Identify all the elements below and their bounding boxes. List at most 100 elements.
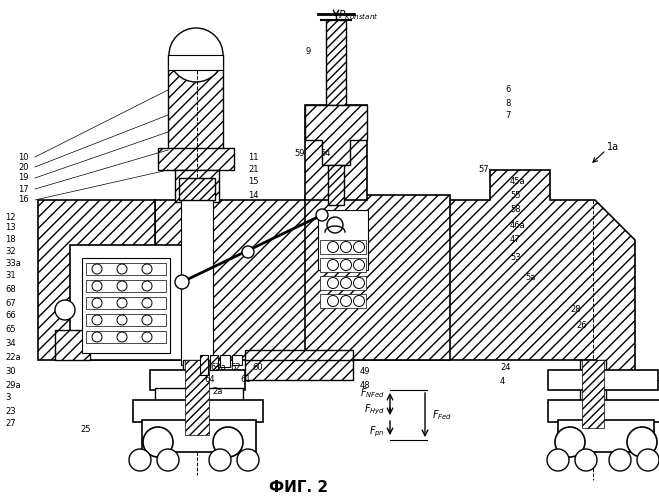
- Circle shape: [92, 315, 102, 325]
- Bar: [548, 400, 659, 422]
- Circle shape: [117, 315, 127, 325]
- Bar: [86, 331, 166, 343]
- Text: 26: 26: [576, 320, 587, 330]
- Bar: [220, 355, 230, 367]
- Text: 53: 53: [510, 252, 521, 262]
- Circle shape: [142, 315, 152, 325]
- Text: 48: 48: [360, 380, 370, 390]
- Circle shape: [327, 217, 343, 233]
- Text: 5a: 5a: [525, 274, 535, 282]
- Text: 17: 17: [18, 184, 28, 194]
- Text: 25: 25: [80, 426, 90, 434]
- Text: 46a: 46a: [510, 220, 526, 230]
- Text: 66: 66: [5, 312, 16, 320]
- Circle shape: [117, 332, 127, 342]
- Bar: [70, 245, 182, 360]
- Bar: [185, 360, 209, 435]
- Circle shape: [328, 242, 339, 252]
- Bar: [245, 350, 353, 380]
- Text: 31: 31: [5, 272, 16, 280]
- Text: 9: 9: [305, 48, 310, 56]
- Text: 34: 34: [5, 338, 16, 347]
- Text: 67: 67: [5, 298, 16, 308]
- Polygon shape: [55, 330, 90, 360]
- Circle shape: [341, 260, 351, 270]
- Bar: [179, 178, 215, 200]
- Bar: [175, 170, 219, 202]
- Bar: [183, 360, 211, 435]
- Circle shape: [353, 242, 364, 252]
- Bar: [150, 370, 245, 390]
- Bar: [133, 400, 263, 422]
- Text: 64: 64: [204, 374, 215, 384]
- Circle shape: [55, 300, 75, 320]
- Circle shape: [242, 246, 254, 258]
- Circle shape: [142, 298, 152, 308]
- Bar: [158, 148, 234, 170]
- Circle shape: [237, 449, 259, 471]
- Text: 54: 54: [320, 148, 331, 158]
- Bar: [305, 195, 450, 360]
- Text: 7: 7: [505, 110, 510, 120]
- Circle shape: [328, 296, 339, 306]
- Polygon shape: [38, 200, 155, 360]
- Bar: [210, 355, 218, 370]
- Bar: [181, 195, 213, 365]
- Circle shape: [328, 278, 339, 288]
- Bar: [328, 165, 344, 205]
- Text: 27: 27: [5, 420, 16, 428]
- Circle shape: [353, 296, 364, 306]
- Text: 29a: 29a: [5, 380, 20, 390]
- Bar: [86, 280, 166, 292]
- Bar: [558, 420, 654, 452]
- Text: 32: 32: [5, 248, 16, 256]
- Text: $F_{NFed}$: $F_{NFed}$: [360, 386, 385, 400]
- Text: 16: 16: [18, 196, 28, 204]
- Text: 14: 14: [248, 190, 258, 200]
- Circle shape: [328, 260, 339, 270]
- Text: 45a: 45a: [510, 178, 526, 186]
- Bar: [168, 55, 223, 70]
- Circle shape: [353, 278, 364, 288]
- Circle shape: [142, 281, 152, 291]
- Text: 33a: 33a: [5, 260, 21, 268]
- Text: 59: 59: [294, 148, 304, 158]
- Text: 55: 55: [510, 192, 521, 200]
- Text: 63a: 63a: [210, 362, 226, 372]
- Circle shape: [627, 427, 657, 457]
- Text: 28: 28: [570, 306, 581, 314]
- Text: $P_{Konstant}$: $P_{Konstant}$: [338, 8, 379, 22]
- Bar: [200, 355, 208, 375]
- Text: $F_{pn}$: $F_{pn}$: [369, 425, 385, 439]
- Circle shape: [117, 298, 127, 308]
- Polygon shape: [305, 105, 367, 165]
- Text: 1a: 1a: [607, 142, 619, 152]
- Text: 21: 21: [248, 166, 258, 174]
- Circle shape: [637, 449, 659, 471]
- Bar: [582, 360, 604, 428]
- Text: 57: 57: [478, 166, 488, 174]
- Text: 19: 19: [18, 174, 28, 182]
- Text: 62: 62: [230, 362, 241, 372]
- Bar: [86, 297, 166, 309]
- Circle shape: [609, 449, 631, 471]
- Circle shape: [92, 332, 102, 342]
- Circle shape: [316, 209, 328, 221]
- Bar: [168, 55, 223, 155]
- Circle shape: [142, 332, 152, 342]
- Bar: [318, 210, 368, 270]
- Circle shape: [92, 281, 102, 291]
- Circle shape: [169, 28, 223, 82]
- Bar: [320, 294, 366, 308]
- Text: ФИГ. 2: ФИГ. 2: [270, 480, 329, 496]
- Circle shape: [117, 264, 127, 274]
- Circle shape: [157, 449, 179, 471]
- Text: 12: 12: [5, 214, 16, 222]
- Text: 8: 8: [505, 98, 510, 108]
- Circle shape: [92, 298, 102, 308]
- Text: 61: 61: [240, 374, 250, 384]
- Text: 18: 18: [5, 236, 16, 244]
- Bar: [232, 355, 242, 365]
- Circle shape: [142, 264, 152, 274]
- Text: 6: 6: [505, 86, 510, 94]
